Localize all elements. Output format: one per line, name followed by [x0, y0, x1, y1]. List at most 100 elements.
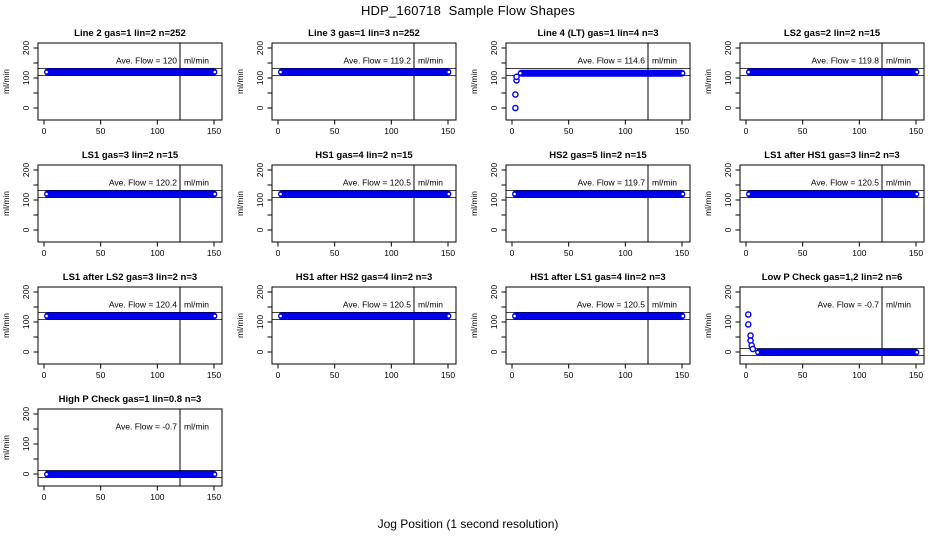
x-tick-label: 100 [852, 126, 866, 136]
y-tick-label: 100 [255, 315, 265, 329]
y-tick-label: 200 [489, 163, 499, 177]
band-end-dot [213, 473, 217, 476]
y-tick-label: 100 [21, 315, 31, 329]
ave-flow-text: Ave. Flow = 120.5 [343, 178, 411, 188]
panel-title: Line 2 gas=1 lin=2 n=252 [74, 28, 186, 39]
band-end-dot [747, 70, 750, 74]
band-end-dot [45, 70, 48, 74]
flow-band [512, 190, 686, 198]
y-tick-label: 200 [255, 285, 265, 299]
ave-flow-text: Ave. Flow = 120.5 [811, 178, 879, 188]
y-axis-label: ml/min [235, 69, 245, 94]
x-tick-label: 150 [675, 126, 689, 136]
band-end-dot [915, 192, 919, 196]
panel-title: Line 3 gas=1 lin=3 n=252 [308, 28, 420, 39]
y-tick-label: 0 [723, 105, 733, 110]
band-end-dot [45, 192, 48, 196]
ave-flow-unit: ml/min [886, 56, 911, 66]
x-axis-label: Jog Position (1 second resolution) [377, 517, 559, 531]
ave-flow-unit: ml/min [184, 178, 209, 188]
plot-box [37, 164, 223, 243]
ave-flow-unit: ml/min [184, 422, 209, 432]
y-tick-label: 200 [255, 41, 265, 55]
ave-flow-text: Ave. Flow = 119.7 [577, 178, 645, 188]
x-tick-label: 50 [330, 126, 340, 136]
band-end-dot [513, 314, 516, 318]
x-tick-label: 0 [42, 126, 47, 136]
x-tick-label: 50 [798, 248, 808, 258]
flow-panel-line-3: Line 3 gas=1 lin=3 n=252 0 50 100 150 0 100 200… [234, 20, 468, 142]
y-tick-label: 200 [723, 163, 733, 177]
panel-title: HS1 gas=4 lin=2 n=15 [315, 150, 413, 161]
ave-flow-text: Ave. Flow = 120.4 [109, 300, 177, 310]
flow-panel-hs2: HS2 gas=5 lin=2 n=15 0 50 100 150 0 100 200 ml/m… [468, 142, 702, 264]
band-end-dot [279, 70, 282, 74]
y-axis-label: ml/min [703, 69, 713, 94]
band-end-dot [681, 314, 685, 318]
x-tick-label: 100 [618, 126, 632, 136]
y-tick-label: 100 [723, 193, 733, 207]
x-tick-label: 0 [276, 248, 281, 258]
plot-box [505, 42, 691, 121]
x-tick-label: 0 [510, 370, 515, 380]
x-tick-label: 0 [42, 492, 47, 502]
x-tick-label: 150 [909, 126, 923, 136]
band-end-dot [447, 314, 451, 318]
y-tick-label: 0 [21, 227, 31, 232]
y-axis-label: ml/min [469, 313, 479, 338]
x-tick-label: 100 [852, 248, 866, 258]
flow-point [744, 321, 752, 328]
y-tick-label: 0 [489, 105, 499, 110]
y-tick-label: 200 [489, 285, 499, 299]
band-end-dot [681, 192, 685, 196]
x-tick-label: 0 [744, 248, 749, 258]
band-end-dot [45, 473, 48, 476]
y-tick-label: 100 [489, 71, 499, 85]
ave-flow-unit: ml/min [184, 300, 209, 310]
y-tick-label: 200 [21, 285, 31, 299]
plot-box [739, 164, 925, 243]
x-tick-label: 0 [744, 370, 749, 380]
band-end-dot [279, 314, 282, 318]
y-tick-label: 100 [489, 315, 499, 329]
x-tick-label: 0 [744, 126, 749, 136]
x-tick-label: 50 [96, 126, 106, 136]
panel-title: LS1 gas=3 lin=2 n=15 [82, 150, 179, 161]
x-tick-label: 100 [618, 248, 632, 258]
flow-point [512, 91, 519, 98]
x-tick-label: 50 [330, 248, 340, 258]
flow-point [512, 104, 519, 112]
y-tick-label: 100 [723, 315, 733, 329]
ave-flow-text: Ave. Flow = 119.8 [811, 56, 879, 66]
ave-flow-text: Ave. Flow = 120 [116, 56, 177, 66]
x-tick-label: 100 [852, 370, 866, 380]
y-axis-label: ml/min [1, 313, 11, 338]
panel-title: LS1 after HS1 gas=3 lin=2 n=3 [764, 150, 899, 161]
y-tick-label: 100 [21, 437, 31, 451]
panel-title: HS1 after LS1 gas=4 lin=2 n=3 [530, 272, 665, 283]
flow-panel-high-p-check: High P Check gas=1 lin=0.8 n=3 0 50 100 150 0… [0, 386, 234, 508]
flow-band [44, 190, 218, 198]
x-tick-label: 50 [564, 248, 574, 258]
x-tick-label: 0 [276, 126, 281, 136]
flow-band [755, 348, 920, 356]
y-tick-label: 0 [255, 349, 265, 354]
y-tick-label: 200 [21, 41, 31, 55]
x-tick-label: 150 [441, 370, 455, 380]
x-tick-label: 100 [150, 248, 164, 258]
y-axis-label: ml/min [469, 69, 479, 94]
panel-title: LS2 gas=2 lin=2 n=15 [784, 28, 881, 39]
band-end-dot [756, 351, 759, 354]
x-tick-label: 0 [42, 248, 47, 258]
x-tick-label: 100 [150, 370, 164, 380]
band-end-dot [447, 70, 451, 74]
flow-panel-ls1: LS1 gas=3 lin=2 n=15 0 50 100 150 0 100 200 ml/m… [0, 142, 234, 264]
x-tick-label: 150 [909, 370, 923, 380]
figure-title: HDP_160718 Sample Flow Shapes [360, 3, 576, 18]
x-tick-label: 100 [150, 126, 164, 136]
flow-band [746, 190, 920, 198]
y-tick-label: 0 [723, 349, 733, 354]
y-axis-label: ml/min [235, 191, 245, 216]
band-end-dot [213, 70, 217, 74]
y-tick-label: 0 [255, 105, 265, 110]
